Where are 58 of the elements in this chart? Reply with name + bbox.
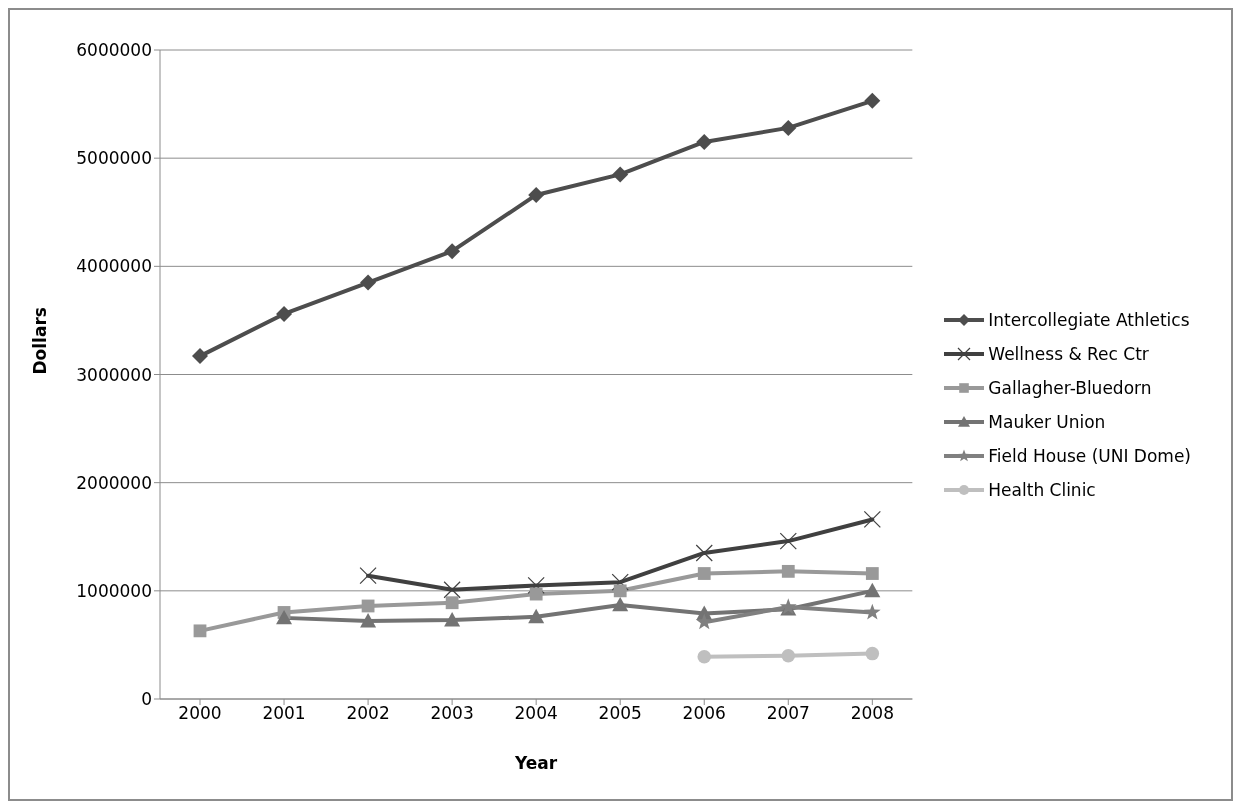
point	[360, 613, 377, 628]
point	[697, 650, 712, 664]
y-tick-label: 0	[141, 689, 152, 710]
legend-label: Mauker Union	[988, 411, 1106, 432]
point	[444, 243, 461, 260]
x-axis-title: Year	[514, 753, 558, 773]
point	[865, 646, 880, 661]
y-tick-label: 2000000	[76, 472, 152, 493]
point	[276, 305, 293, 322]
y-tick-label: 1000000	[76, 580, 152, 601]
point	[781, 648, 796, 663]
point	[611, 573, 629, 591]
point	[360, 274, 377, 291]
y-tick-label: 6000000	[76, 40, 152, 61]
point	[445, 596, 459, 610]
x-tick-label: 2002	[346, 703, 390, 724]
point	[612, 166, 629, 183]
point	[696, 133, 713, 150]
x-tick-label: 2007	[766, 703, 810, 724]
x-tick-label: 2000	[178, 703, 222, 724]
x-tick-label: 2003	[430, 703, 474, 724]
x-tick-label: 2006	[682, 703, 726, 724]
point	[192, 348, 208, 365]
point	[612, 596, 629, 612]
point	[359, 567, 377, 585]
point	[527, 576, 545, 595]
y-tick-label: 5000000	[76, 148, 152, 169]
point	[528, 186, 545, 203]
point	[697, 567, 711, 580]
y-axis-title: Dollars	[30, 307, 51, 375]
point	[529, 587, 543, 601]
x-tick-label: 2004	[514, 703, 558, 724]
point	[613, 584, 627, 598]
x-tick-label: 2001	[262, 703, 306, 724]
legend-label: Wellness & Rec Ctr	[988, 343, 1149, 364]
x-tick-label: 2008	[850, 703, 894, 724]
point	[444, 612, 461, 627]
point	[695, 613, 713, 630]
point	[863, 510, 881, 529]
y-tick-label: 3000000	[76, 364, 152, 385]
point	[443, 581, 461, 599]
legend-label: Health Clinic	[988, 479, 1096, 500]
legend-label: Gallagher-Bluedorn	[988, 377, 1152, 398]
point	[695, 544, 713, 562]
y-tick-label: 4000000	[76, 256, 152, 277]
point	[528, 608, 545, 624]
point	[193, 624, 207, 638]
legend-label: Field House (UNI Dome)	[988, 445, 1191, 466]
point	[863, 603, 881, 620]
legend-label: Intercollegiate Athletics	[988, 309, 1190, 330]
point	[864, 582, 881, 598]
x-tick-label: 2005	[598, 703, 642, 724]
point	[865, 567, 879, 580]
point	[779, 532, 797, 550]
point	[780, 119, 797, 136]
point	[276, 609, 293, 625]
point	[781, 564, 795, 578]
point	[864, 92, 881, 109]
